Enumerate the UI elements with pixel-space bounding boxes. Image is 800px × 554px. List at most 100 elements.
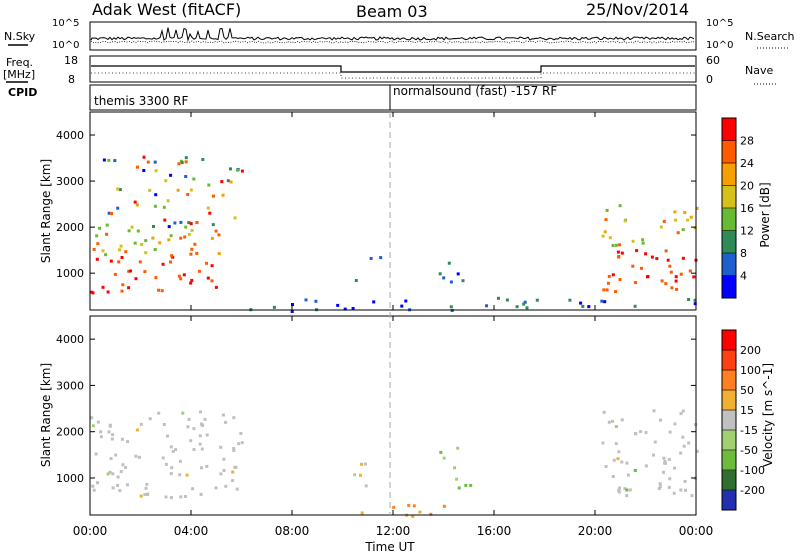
range-cell [151, 236, 155, 240]
range-cell [182, 273, 186, 277]
range-cell [214, 486, 218, 490]
range-cell [617, 488, 621, 492]
range-cell [673, 466, 676, 470]
range-cell [690, 494, 694, 498]
range-cell [453, 466, 456, 470]
range-cell [687, 441, 691, 445]
range-cell [146, 160, 150, 164]
freq-unit-label: [MHz] [3, 68, 35, 81]
range-cell [157, 411, 161, 415]
range-cell [217, 252, 221, 256]
range-cell [189, 222, 193, 226]
range-cell [418, 510, 422, 514]
nave-tick-bottom: 0 [706, 73, 713, 86]
freq-series [91, 65, 695, 73]
range-cell [633, 469, 637, 472]
range-cell [631, 264, 635, 268]
range-cell [199, 492, 203, 496]
range-cell [693, 226, 697, 230]
range-cell [667, 485, 671, 489]
range-cell [130, 225, 134, 229]
range-cell [134, 277, 138, 281]
range-cell [353, 473, 357, 477]
velocity-colorbar-label: Velocity [m s^-1] [761, 363, 775, 467]
range-cell [634, 432, 638, 435]
range-cell [179, 220, 183, 224]
range-cell [211, 223, 215, 227]
range-cell [684, 488, 687, 492]
range-cell [681, 435, 685, 439]
range-cell [606, 281, 610, 285]
range-cell [614, 442, 618, 446]
range-cell [109, 259, 113, 263]
range-cell [148, 188, 152, 192]
range-cell [535, 298, 539, 302]
range-cell [641, 241, 645, 245]
range-cell [169, 445, 173, 449]
range-cell [152, 225, 155, 228]
range-cell [170, 254, 174, 258]
range-cell [136, 229, 140, 233]
range-cell [618, 243, 622, 247]
range-cell [208, 211, 212, 215]
range-cell [189, 252, 193, 256]
range-cell [120, 256, 124, 259]
freq-tick-top: 18 [64, 54, 78, 67]
range-cell [193, 242, 197, 246]
colorbar-tick-label: 8 [740, 247, 747, 260]
range-cell [125, 483, 129, 487]
range-cell [456, 272, 460, 276]
range-cell [206, 206, 210, 210]
nsky-tick-top: 10^5 [52, 18, 79, 29]
range-cell [221, 193, 225, 197]
range-cell [179, 495, 183, 499]
power-ylabel: Slant Range [km] [39, 159, 53, 263]
range-cell [176, 188, 180, 192]
range-cell [101, 249, 105, 253]
range-cell [109, 457, 113, 461]
range-cell [626, 473, 630, 477]
range-cell [144, 251, 148, 255]
colorbar-swatch [722, 430, 736, 451]
range-cell [679, 488, 683, 492]
range-cell [114, 453, 118, 457]
range-cell [134, 454, 138, 458]
range-cell [515, 305, 519, 309]
range-cell [119, 244, 123, 248]
range-cell [600, 299, 604, 303]
range-cell [693, 302, 697, 306]
range-cell [667, 458, 671, 461]
range-cell [110, 212, 113, 216]
freq-tick-bottom: 8 [68, 73, 75, 86]
nave-label: Nave [745, 64, 773, 77]
ytick-label: 2000 [56, 426, 84, 439]
range-cell [201, 423, 205, 427]
range-cell [107, 211, 111, 215]
range-cell [379, 256, 383, 260]
range-cell [121, 463, 125, 467]
range-cell [442, 276, 446, 280]
range-cell [618, 278, 622, 281]
range-cell [120, 437, 124, 441]
range-cell [167, 225, 171, 229]
range-cell [640, 266, 643, 270]
range-cell [611, 419, 614, 423]
range-cell [469, 483, 473, 487]
range-cell [673, 422, 677, 426]
range-cell [167, 238, 171, 242]
range-cell [179, 277, 183, 281]
station-title: Adak West (fitACF) [92, 0, 241, 19]
range-cell [183, 495, 187, 498]
range-cell [199, 410, 202, 414]
range-cell [187, 233, 191, 236]
range-cell [235, 168, 239, 172]
range-cell [129, 269, 132, 273]
range-cell [144, 486, 148, 490]
range-cell [111, 486, 115, 490]
range-cell [164, 179, 168, 183]
range-cell [203, 417, 207, 421]
date-title: 25/Nov/2014 [586, 0, 689, 19]
range-cell [653, 440, 657, 444]
range-cell [143, 493, 147, 497]
range-cell [119, 470, 123, 473]
